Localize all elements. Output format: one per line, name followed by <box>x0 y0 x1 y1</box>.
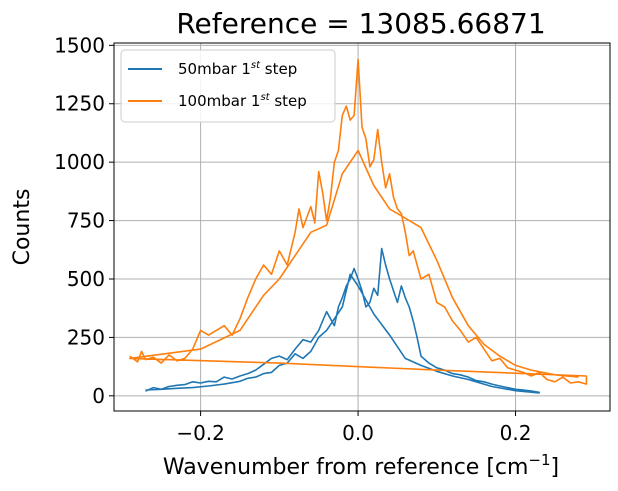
series-layer <box>128 58 588 394</box>
y-tick-label: 1500 <box>54 33 105 57</box>
y-tick-label: 250 <box>67 325 105 349</box>
x-tick-label: 0.2 <box>500 421 532 445</box>
x-tick-label: 0.0 <box>342 421 374 445</box>
y-tick-label: 1250 <box>54 92 105 116</box>
x-axis-label: Wavenumber from reference [cm−1] <box>163 451 559 480</box>
series-line-2 <box>128 58 588 385</box>
y-tick-label: 750 <box>67 209 105 233</box>
y-axis-ticks: 0 250 500 750 1000 1250 1500 <box>54 33 114 408</box>
x-axis-ticks: −0.2 0.0 0.2 <box>176 411 531 445</box>
y-tick-label: 0 <box>92 384 105 408</box>
plot-frame <box>113 42 611 412</box>
legend-label-1: 50mbar 1st step <box>178 60 297 78</box>
legend: 50mbar 1st step 100mbar 1st step <box>120 49 336 123</box>
chart-title: Reference = 13085.66871 <box>176 7 545 40</box>
y-axis-label: Counts <box>10 189 35 266</box>
legend-box <box>120 49 336 123</box>
y-tick-label: 1000 <box>54 150 105 174</box>
grid-lines <box>114 43 610 411</box>
legend-label-2: 100mbar 1st step <box>178 92 307 110</box>
series-line-1 <box>145 247 540 394</box>
x-tick-label: −0.2 <box>176 421 225 445</box>
x-axis-label-superscript: −1 <box>528 451 550 469</box>
y-tick-label: 500 <box>67 267 105 291</box>
